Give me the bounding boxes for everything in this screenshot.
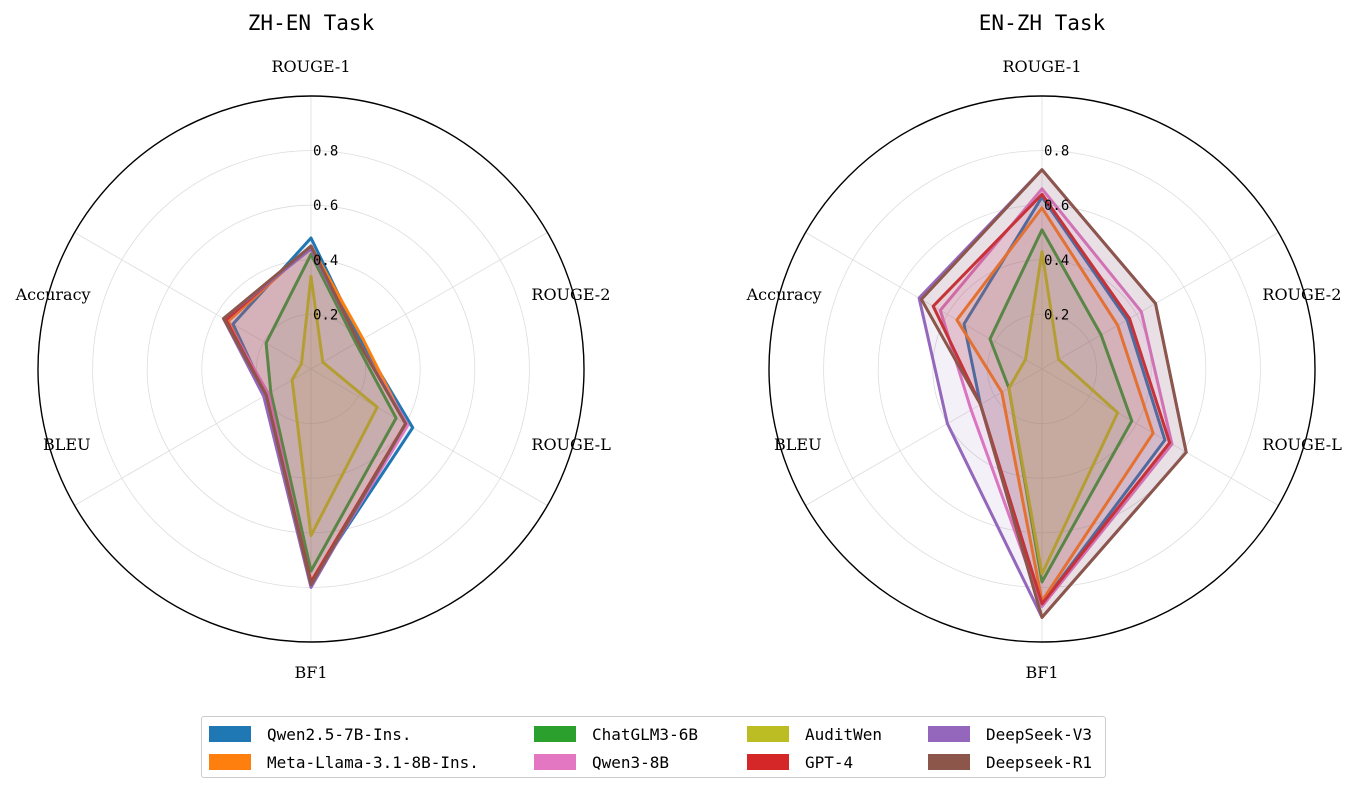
series-chatglm3-6b xyxy=(988,228,1134,584)
legend-label: Qwen3-8B xyxy=(592,752,670,772)
r-tick-label: 0.6 xyxy=(1044,198,1069,214)
legend-swatch xyxy=(928,726,970,742)
outer-ring xyxy=(37,95,585,643)
axis-label-rouge-2: ROUGE-2 xyxy=(1262,285,1341,304)
series-gpt-4 xyxy=(931,192,1172,606)
series-chatglm3-6b xyxy=(264,252,398,573)
outer-ring xyxy=(768,95,1316,643)
legend-swatch xyxy=(209,754,251,770)
legend-item: Qwen3-8B xyxy=(534,750,669,774)
series-deepseek-r1 xyxy=(222,244,408,587)
axis-label-rouge-l: ROUGE-L xyxy=(531,435,611,454)
legend-label: Deepseek-R1 xyxy=(986,752,1092,772)
series-deepseek-r1 xyxy=(919,168,1188,619)
legend-item: AuditWen xyxy=(747,722,882,746)
legend-item: ChatGLM3-6B xyxy=(534,722,698,746)
axis-label-rouge-2: ROUGE-2 xyxy=(531,285,610,304)
legend-item: GPT-4 xyxy=(747,750,853,774)
legend-swatch xyxy=(928,754,970,770)
legend-item: Qwen2.5-7B-Ins. xyxy=(209,722,412,746)
legend-swatch xyxy=(209,726,251,742)
r-tick-label: 0.2 xyxy=(313,307,338,323)
legend-label: Qwen2.5-7B-Ins. xyxy=(267,724,412,744)
axis-label-accuracy: Accuracy xyxy=(15,285,91,304)
axis-label-bf1: BF1 xyxy=(1025,663,1058,682)
series-auditwen xyxy=(1007,250,1120,576)
legend-label: DeepSeek-V3 xyxy=(986,724,1092,744)
axis-label-rouge-1: ROUGE-1 xyxy=(1003,57,1082,76)
legend-label: ChatGLM3-6B xyxy=(592,724,698,744)
legend-item: Meta-Llama-3.1-8B-Ins. xyxy=(209,750,479,774)
r-tick-label: 0.4 xyxy=(313,253,338,269)
chart-title: ZH-EN Task xyxy=(248,11,375,35)
chart-title: EN-ZH Task xyxy=(979,11,1106,35)
axis-label-accuracy: Accuracy xyxy=(746,285,822,304)
series-auditwen xyxy=(290,274,379,537)
series-qwen3-8b xyxy=(938,187,1174,608)
axis-label-rouge-1: ROUGE-1 xyxy=(272,57,351,76)
legend-swatch xyxy=(534,726,576,742)
axis-label-bf1: BF1 xyxy=(294,663,327,682)
legend-label: GPT-4 xyxy=(805,752,854,772)
r-tick-label: 0.4 xyxy=(1044,253,1069,269)
legend-swatch xyxy=(747,726,789,742)
r-tick-label: 0.2 xyxy=(1044,307,1069,323)
legend-item: DeepSeek-V3 xyxy=(928,722,1092,746)
legend-swatch xyxy=(534,754,576,770)
r-tick-label: 0.8 xyxy=(313,144,338,160)
legend-item: Deepseek-R1 xyxy=(928,750,1092,774)
r-tick-label: 0.6 xyxy=(313,198,338,214)
radar-panel-2: 0.2 0.4 0.6 0.8 ROUGE-1 ROUGE-2 ROUGE-L BF1 BLEU… xyxy=(746,11,1343,682)
axis-label-rouge-l: ROUGE-L xyxy=(1262,435,1342,454)
spoke-line xyxy=(310,368,548,506)
legend-swatch xyxy=(747,754,789,770)
spoke-line xyxy=(1041,368,1279,506)
legend: Qwen2.5-7B-Ins. Meta-Llama-3.1-8B-Ins. Cha… xyxy=(201,716,1106,778)
radar-panel-1: 0.2 0.4 0.6 0.8 ROUGE-1 ROUGE-2 ROUGE-L BF1 BLEU… xyxy=(15,11,612,682)
r-tick-label: 0.8 xyxy=(1044,144,1069,160)
legend-label: Meta-Llama-3.1-8B-Ins. xyxy=(267,752,479,772)
spoke-line xyxy=(310,232,548,370)
axis-label-bleu: BLEU xyxy=(43,435,91,454)
spoke-line xyxy=(74,232,312,370)
axis-label-bleu: BLEU xyxy=(774,435,822,454)
spoke-line xyxy=(1041,232,1279,370)
legend-label: AuditWen xyxy=(805,724,883,744)
